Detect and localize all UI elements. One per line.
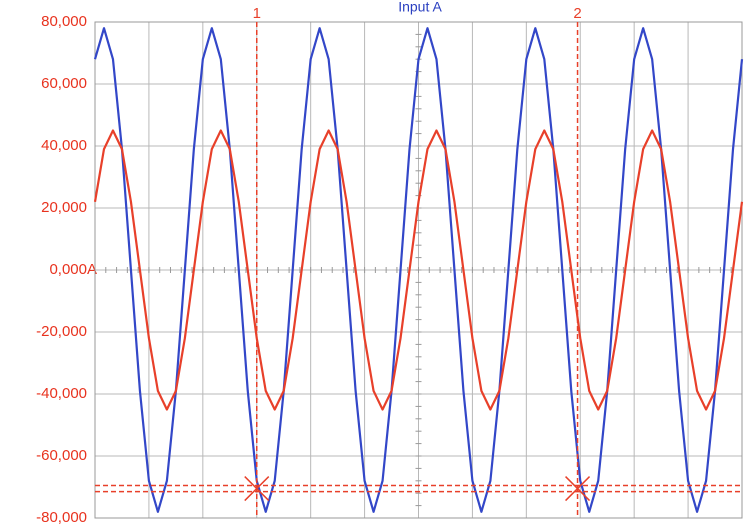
cursor-cross: [244, 476, 270, 502]
cursor-label: 1: [253, 5, 261, 22]
y-tick-label: 40,000: [41, 137, 87, 154]
y-tick-label: -20,000: [36, 323, 87, 340]
waveform: [93, 129, 744, 411]
cursor-cross: [565, 476, 591, 502]
y-tick-label: 0,000A: [49, 261, 97, 278]
y-tick-label: 20,000: [41, 199, 87, 216]
y-tick-label: -40,000: [36, 385, 87, 402]
waveform: [93, 27, 744, 513]
chart-title: Input A: [398, 0, 442, 15]
y-tick-label: 60,000: [41, 75, 87, 92]
cursor-label: 2: [573, 5, 581, 22]
y-tick-label: 80,000: [41, 13, 87, 30]
y-tick-label: -60,000: [36, 447, 87, 464]
plot-frame: [94, 21, 743, 519]
y-tick-label: -80,000: [36, 509, 87, 526]
